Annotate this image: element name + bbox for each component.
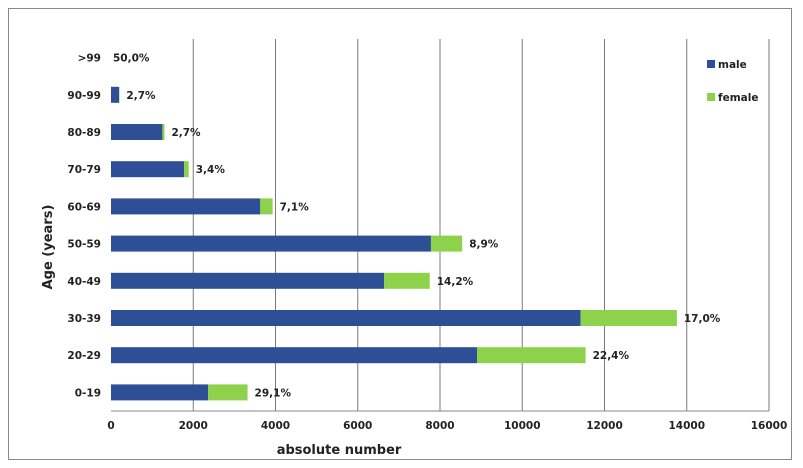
bar-male	[111, 310, 581, 326]
x-tick-label: 10000	[504, 420, 541, 432]
legend-swatch-male	[707, 60, 715, 68]
chart-frame: Age (years) absolute number 0 2000 4000 600…	[8, 8, 792, 460]
data-label: 2,7%	[126, 90, 156, 102]
legend-label-female: female	[718, 92, 758, 104]
bar-female	[430, 235, 463, 252]
y-axis-title: Age (years)	[41, 205, 56, 290]
x-tick-label: 16000	[751, 420, 788, 432]
y-tick-label: 70-79	[67, 164, 101, 176]
bar-female	[184, 161, 189, 178]
bar-male	[111, 235, 431, 252]
x-tick-label: 8000	[425, 420, 454, 432]
y-tick-label: 40-49	[67, 276, 101, 288]
x-axis-title: absolute number	[277, 443, 402, 458]
bar-male	[111, 384, 209, 401]
y-tick-label: 60-69	[67, 201, 101, 213]
y-tick-label: 90-99	[67, 90, 101, 102]
bar-female	[384, 272, 430, 289]
data-label: 50,0%	[113, 53, 150, 65]
legend-label-male: male	[718, 59, 747, 71]
data-label: 2,7%	[171, 127, 201, 139]
bar-female	[580, 310, 677, 326]
bar-male	[111, 124, 163, 140]
bar-female	[260, 198, 273, 215]
data-label: 7,1%	[280, 201, 310, 213]
y-tick-label: >99	[78, 53, 101, 65]
data-label: 22,4%	[593, 350, 630, 362]
bar-male	[111, 86, 120, 103]
bar-male	[111, 198, 261, 215]
data-label: 3,4%	[196, 164, 226, 176]
bar-male	[111, 347, 478, 364]
data-label: 14,2%	[437, 276, 474, 288]
x-tick-label: 2000	[179, 420, 208, 432]
bar-male	[111, 272, 385, 289]
x-tick-label: 0	[107, 420, 114, 432]
x-tick-label: 14000	[668, 420, 705, 432]
x-tick-label: 12000	[586, 420, 623, 432]
y-tick-label: 80-89	[67, 127, 101, 139]
y-tick-label: 20-29	[67, 350, 101, 362]
data-label: 8,9%	[469, 239, 499, 251]
y-tick-label: 30-39	[67, 313, 101, 325]
y-tick-label: 0-19	[75, 387, 101, 399]
data-label: 17,0%	[684, 313, 721, 325]
bar-female	[162, 124, 165, 140]
bar-female	[208, 384, 248, 401]
bar-female	[477, 347, 586, 364]
data-label: 29,1%	[255, 387, 292, 399]
x-tick-label: 6000	[343, 420, 372, 432]
legend-swatch-female	[707, 93, 715, 101]
x-tick-label: 4000	[261, 420, 290, 432]
y-tick-label: 50-59	[67, 239, 101, 251]
bar-chart: Age (years) absolute number 0 2000 4000 600…	[41, 39, 788, 458]
bar-male	[111, 161, 185, 178]
